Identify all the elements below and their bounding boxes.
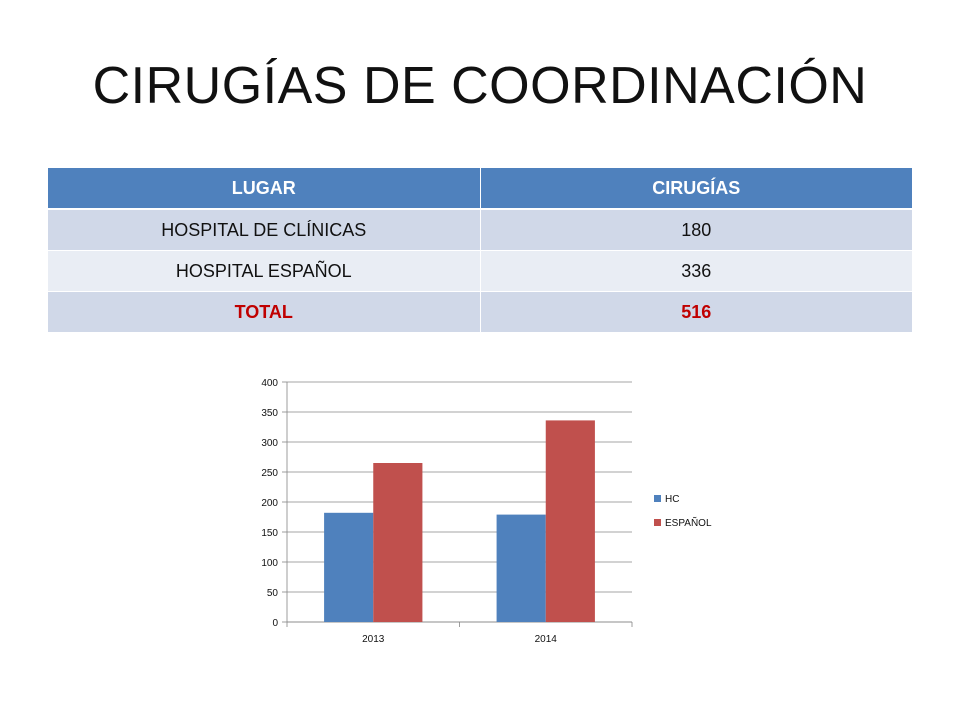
column-header-lugar: LUGAR — [48, 168, 481, 210]
y-tick-label: 100 — [261, 558, 278, 569]
table-total-row: TOTAL 516 — [48, 291, 912, 332]
bar-2014-español — [545, 420, 595, 622]
bar-2013-hc — [324, 512, 374, 622]
y-tick-label: 400 — [261, 378, 278, 389]
legend-label-español: ESPAÑOL — [665, 516, 712, 529]
cell-lugar: HOSPITAL ESPAÑOL — [48, 250, 481, 292]
cell-cirugias: 336 — [480, 250, 912, 292]
table-row: HOSPITAL DE CLÍNICAS 180 — [48, 209, 912, 251]
total-label: TOTAL — [48, 291, 481, 332]
column-header-cirugias: CIRUGÍAS — [480, 168, 912, 210]
y-tick-label: 0 — [272, 618, 278, 629]
y-tick-label: 300 — [261, 438, 278, 449]
table-row: HOSPITAL ESPAÑOL 336 — [48, 250, 912, 292]
legend-label-hc: HC — [665, 494, 679, 505]
y-tick-label: 350 — [261, 408, 278, 419]
x-tick-label: 2013 — [362, 634, 385, 645]
bar-2014-hc — [496, 514, 546, 622]
bar-2013-español — [373, 463, 423, 622]
y-tick-label: 200 — [261, 498, 278, 509]
bar-chart: 0 50 100 150 200 250 300 350 400 2013 2014 HC ESPAÑO… — [261, 378, 712, 645]
cell-cirugias: 180 — [480, 209, 912, 251]
cell-lugar: HOSPITAL DE CLÍNICAS — [48, 209, 481, 251]
slide-title: CIRUGÍAS DE COORDINACIÓN — [92, 57, 868, 115]
y-tick-label: 150 — [261, 528, 278, 539]
total-value: 516 — [480, 291, 912, 332]
legend-swatch-español — [654, 519, 661, 526]
table-header-row: LUGAR CIRUGÍAS — [48, 168, 912, 210]
y-tick-label: 250 — [261, 468, 278, 479]
legend-swatch-hc — [654, 495, 661, 502]
y-tick-label: 50 — [267, 588, 279, 599]
surgeries-table: LUGAR CIRUGÍAS HOSPITAL DE CLÍNICAS 180 … — [48, 168, 912, 332]
x-tick-label: 2014 — [535, 634, 558, 645]
